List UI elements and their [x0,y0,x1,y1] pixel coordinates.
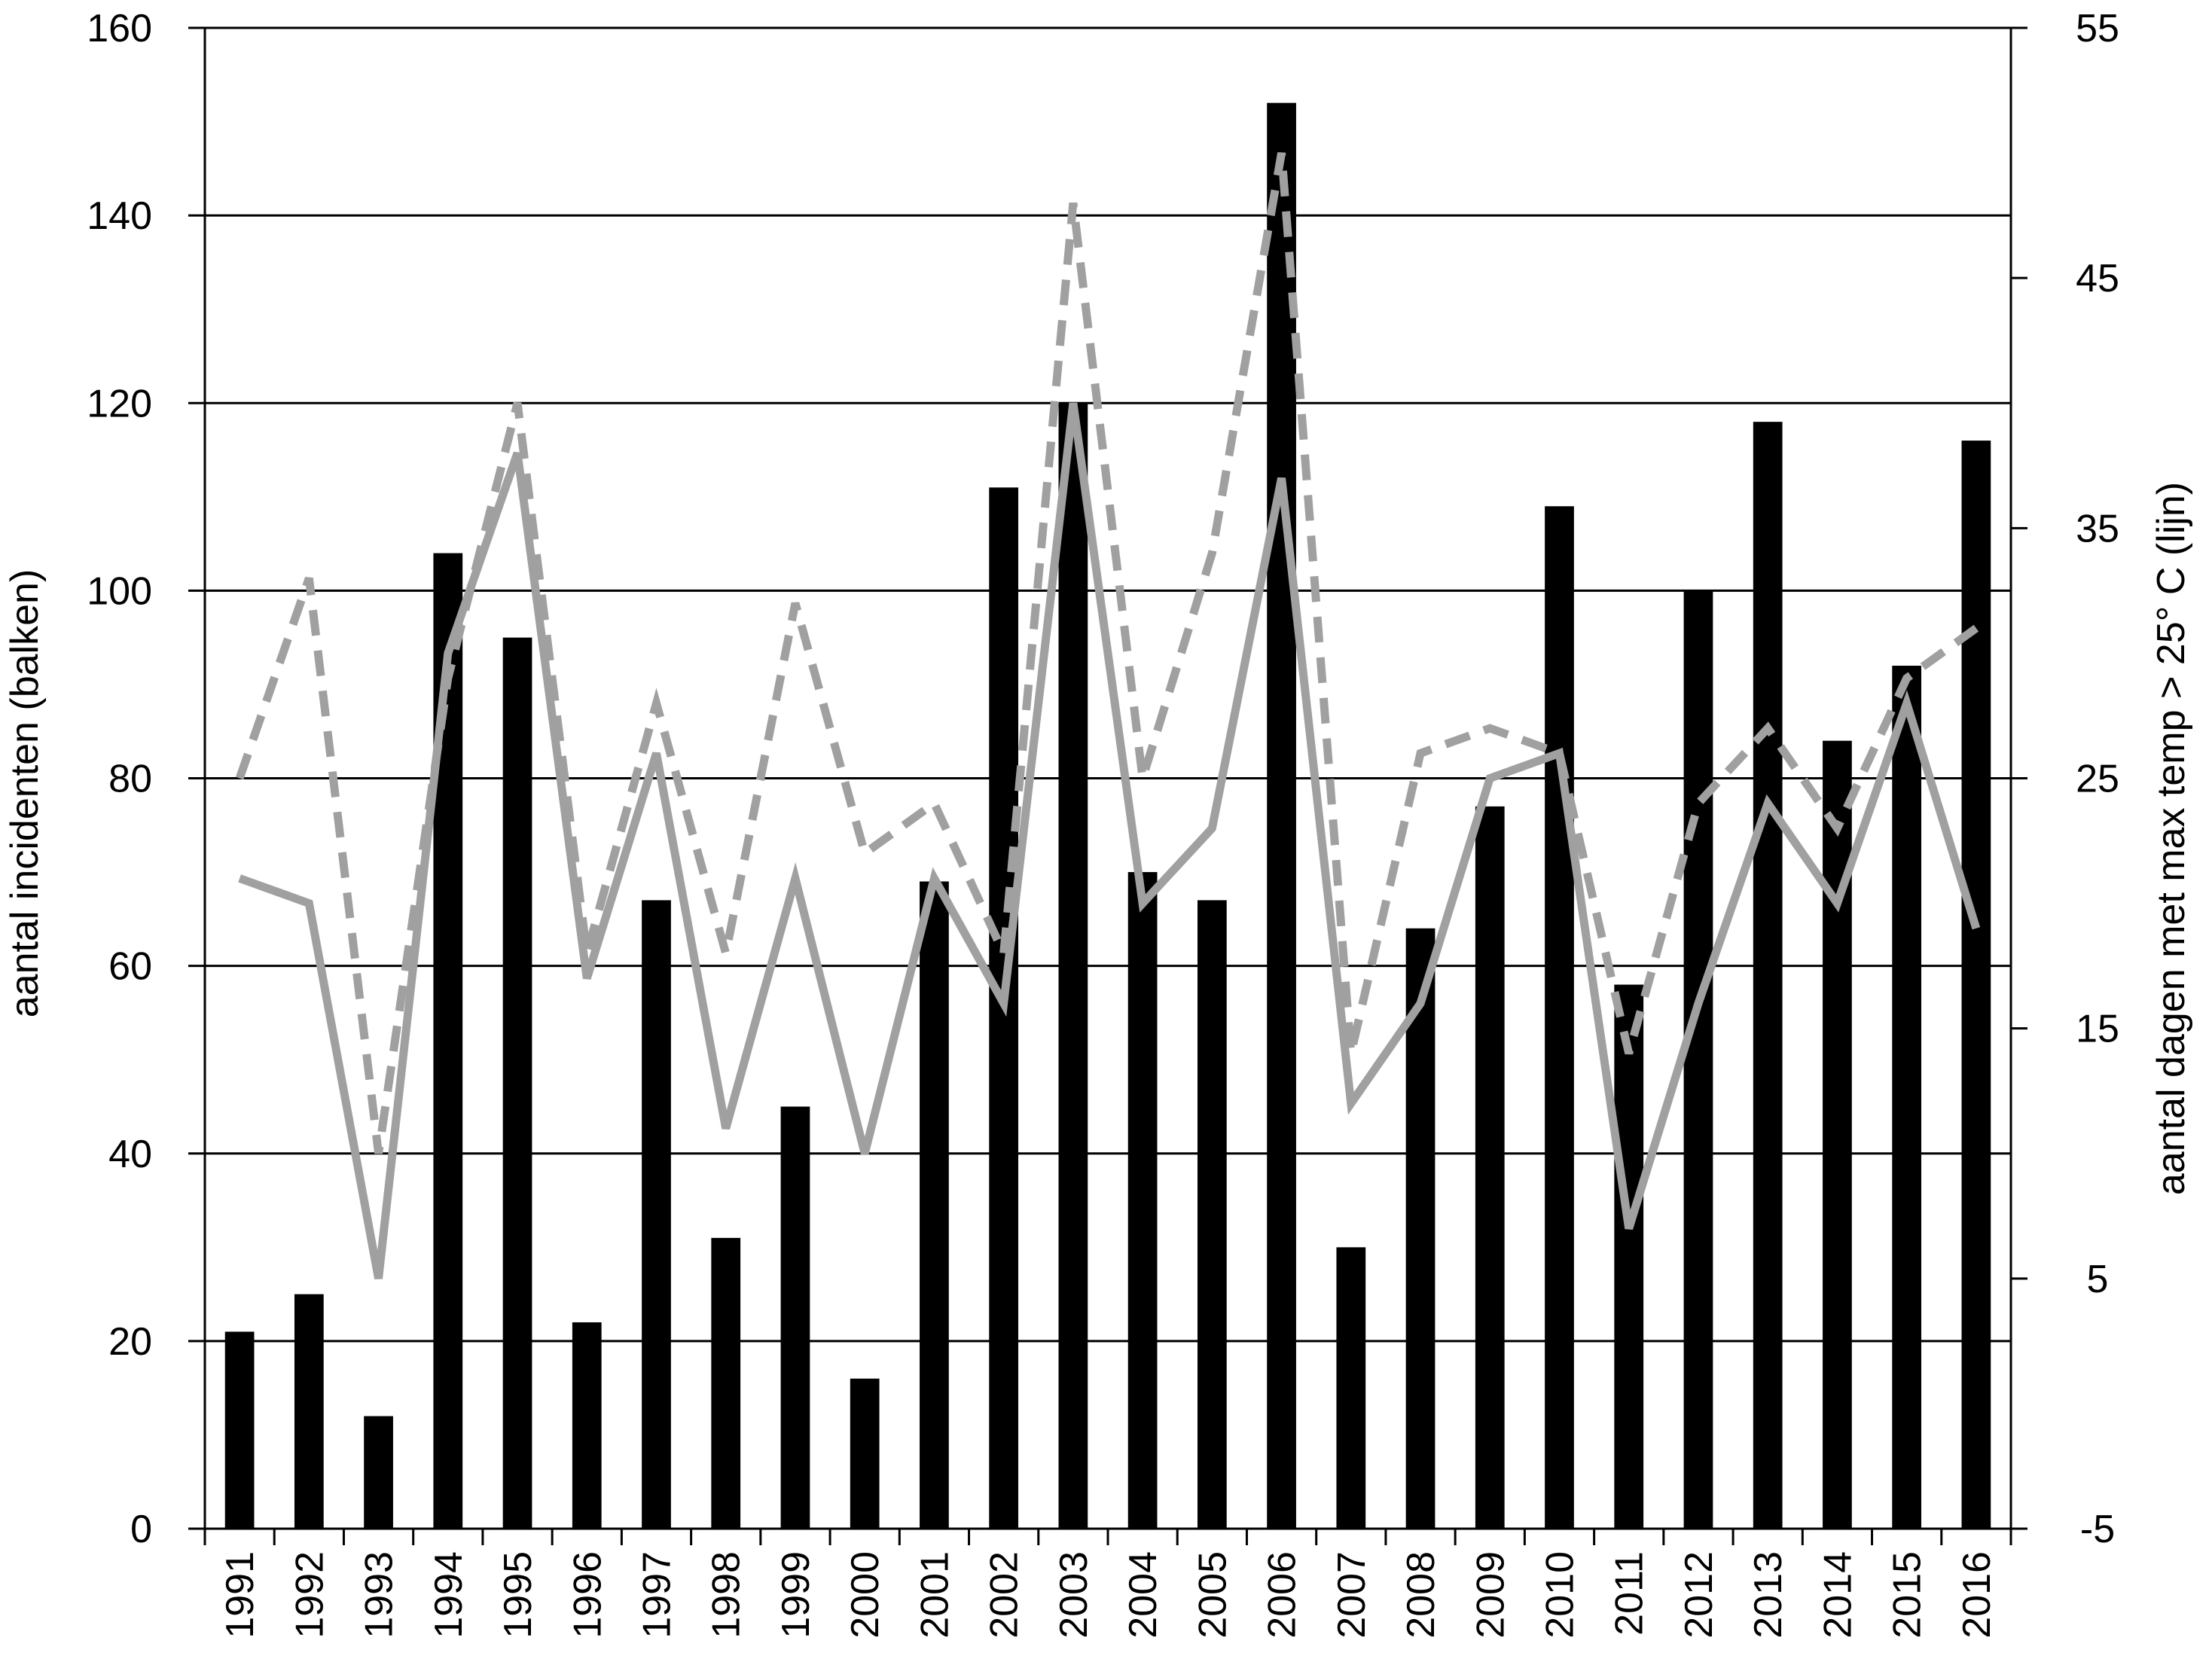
x-tick-label: 1998 [705,1551,749,1639]
y-axis-title: aantal incidenten (balken) [3,569,47,1018]
x-tick-label: 1994 [427,1551,471,1639]
line-series [235,152,1981,1279]
y-tick-label: 40 [108,1133,152,1176]
x-tick-label: 2002 [983,1551,1027,1639]
x-tick-label: 2012 [1677,1551,1721,1639]
y-tick-label: 60 [108,945,152,989]
bar [920,881,949,1529]
bar [1058,403,1088,1529]
y-tick-label: 20 [108,1320,152,1364]
bar-series [224,102,1991,1529]
tick-labels: 0 20 40 60 80 100 120 140 160 -5 5 15 25 35 45 55 1991 19… [87,7,2119,1639]
solid-line [238,402,1981,1279]
y2-tick-label: 25 [2076,758,2119,801]
bar [1405,928,1436,1529]
y2-tick-label: 45 [2076,257,2119,300]
y-tick-label: 160 [87,7,152,50]
x-tick-label: 1995 [496,1551,540,1639]
bar [1336,1247,1366,1529]
bar [1545,506,1574,1529]
y-tick-label: 80 [108,758,152,801]
bar [502,637,532,1529]
x-tick-label: 2014 [1816,1551,1860,1639]
x-tick-label: 1999 [774,1551,818,1639]
x-tick-label: 2003 [1052,1551,1096,1639]
bar [711,1237,741,1529]
bar [1892,666,1922,1529]
y2-tick-label: 55 [2076,7,2119,50]
y2-tick-label: 35 [2076,507,2119,550]
bar [1823,740,1852,1529]
bar [294,1294,324,1529]
axes [188,26,2027,1545]
bar [850,1378,880,1529]
bar [780,1106,810,1529]
x-tick-label: 2008 [1399,1551,1443,1639]
x-tick-label: 2016 [1955,1551,1999,1639]
x-tick-label: 2001 [913,1551,956,1639]
bar [1961,441,1991,1529]
y-tick-label: 120 [87,382,152,425]
bar [1127,872,1158,1529]
bar [1753,422,1783,1529]
bar [1197,900,1227,1529]
y-tick-label: 100 [87,569,152,613]
dashed-line [235,152,1979,1154]
x-tick-label: 2010 [1539,1551,1582,1639]
x-tick-label: 2011 [1608,1551,1652,1636]
x-tick-label: 2005 [1191,1551,1234,1639]
bar [1683,590,1713,1529]
x-tick-label: 2015 [1886,1551,1930,1639]
x-tick-label: 1993 [358,1551,401,1639]
bar [1614,984,1644,1529]
bar [1267,102,1296,1529]
x-tick-label: 1992 [288,1551,331,1639]
x-tick-label: 2013 [1747,1551,1790,1639]
bar [1475,806,1505,1529]
x-tick-label: 2009 [1469,1551,1512,1639]
x-tick-label: 1991 [218,1551,262,1639]
x-tick-label: 2000 [844,1551,887,1639]
bar [433,553,463,1529]
x-tick-label: 2007 [1330,1551,1374,1639]
x-tick-label: 1996 [566,1551,609,1639]
y2-axis-title: aantal dagen met max temp > 25° C (lijn) [2149,482,2193,1195]
bar [224,1331,255,1529]
y-tick-label: 140 [87,194,152,238]
x-tick-label: 1997 [636,1551,679,1639]
y2-tick-label: 5 [2087,1258,2109,1301]
bar [572,1322,602,1529]
x-tick-label: 2006 [1261,1551,1304,1639]
y-tick-label: 0 [130,1508,152,1551]
y2-tick-label: -5 [2080,1508,2115,1551]
x-tick-label: 2004 [1121,1551,1165,1639]
bar [642,900,671,1529]
bar [364,1416,393,1529]
y2-tick-label: 15 [2076,1008,2119,1051]
grid-lines [205,26,2011,1343]
